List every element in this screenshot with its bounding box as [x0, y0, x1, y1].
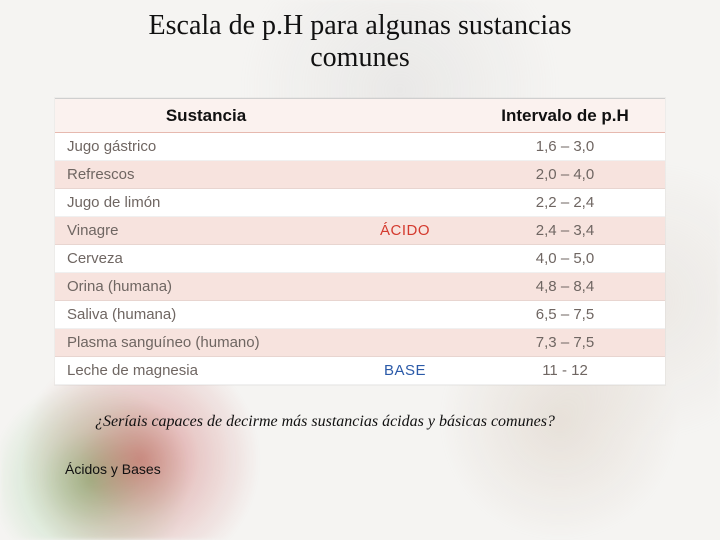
table-row: Jugo de limón 2,2 – 2,4 — [55, 189, 665, 217]
cell-ph: 4,0 – 5,0 — [465, 245, 665, 272]
cell-sustancia: Refrescos — [55, 161, 345, 188]
table-row: Leche de magnesiaBASE11 - 12 — [55, 357, 665, 385]
cell-ph: 2,2 – 2,4 — [465, 189, 665, 216]
cell-tag — [345, 161, 465, 188]
cell-ph: 4,8 – 8,4 — [465, 273, 665, 300]
cell-sustancia: Vinagre — [55, 217, 345, 244]
title-line-1: Escala de p.H para algunas sustancias — [149, 10, 572, 41]
cell-ph: 2,4 – 3,4 — [465, 217, 665, 244]
cell-tag — [345, 133, 465, 160]
cell-tag — [345, 189, 465, 216]
title-line-2: comunes — [310, 42, 410, 73]
table-row: VinagreÁCIDO2,4 – 3,4 — [55, 217, 665, 245]
cell-tag: ÁCIDO — [345, 217, 465, 244]
cell-tag — [345, 245, 465, 272]
header-sustancia: Sustancia — [55, 99, 345, 132]
table-row: Saliva (humana) 6,5 – 7,5 — [55, 301, 665, 329]
table-row: Jugo gástrico 1,6 – 3,0 — [55, 133, 665, 161]
table-row: Orina (humana) 4,8 – 8,4 — [55, 273, 665, 301]
table-body: Jugo gástrico 1,6 – 3,0 Refrescos 2,0 – 4,0… — [55, 133, 665, 385]
table-row: Cerveza 4,0 – 5,0 — [55, 245, 665, 273]
cell-ph: 6,5 – 7,5 — [465, 301, 665, 328]
cell-sustancia: Leche de magnesia — [55, 357, 345, 384]
table-row: Plasma sanguíneo (humano) 7,3 – 7,5 — [55, 329, 665, 357]
cell-tag — [345, 301, 465, 328]
header-intervalo: Intervalo de p.H — [465, 99, 665, 132]
cell-sustancia: Jugo de limón — [55, 189, 345, 216]
cell-ph: 2,0 – 4,0 — [465, 161, 665, 188]
cell-ph: 1,6 – 3,0 — [465, 133, 665, 160]
cell-sustancia: Saliva (humana) — [55, 301, 345, 328]
table-header-row: Sustancia Intervalo de p.H — [55, 99, 665, 133]
cell-sustancia: Orina (humana) — [55, 273, 345, 300]
cell-ph: 7,3 – 7,5 — [465, 329, 665, 356]
cell-sustancia: Cerveza — [55, 245, 345, 272]
cell-tag — [345, 329, 465, 356]
question-text: ¿Seríais capaces de decirme más sustanci… — [95, 413, 690, 431]
cell-tag — [345, 273, 465, 300]
cell-ph: 11 - 12 — [465, 357, 665, 384]
cell-sustancia: Jugo gástrico — [55, 133, 345, 160]
cell-sustancia: Plasma sanguíneo (humano) — [55, 329, 345, 356]
page-title: Escala de p.H para algunas sustancias co… — [30, 10, 690, 74]
header-mid — [345, 99, 465, 132]
table-row: Refrescos 2,0 – 4,0 — [55, 161, 665, 189]
footer-text: Ácidos y Bases — [65, 461, 690, 477]
cell-tag: BASE — [345, 357, 465, 384]
ph-table: Sustancia Intervalo de p.H Jugo gástrico… — [55, 98, 665, 385]
